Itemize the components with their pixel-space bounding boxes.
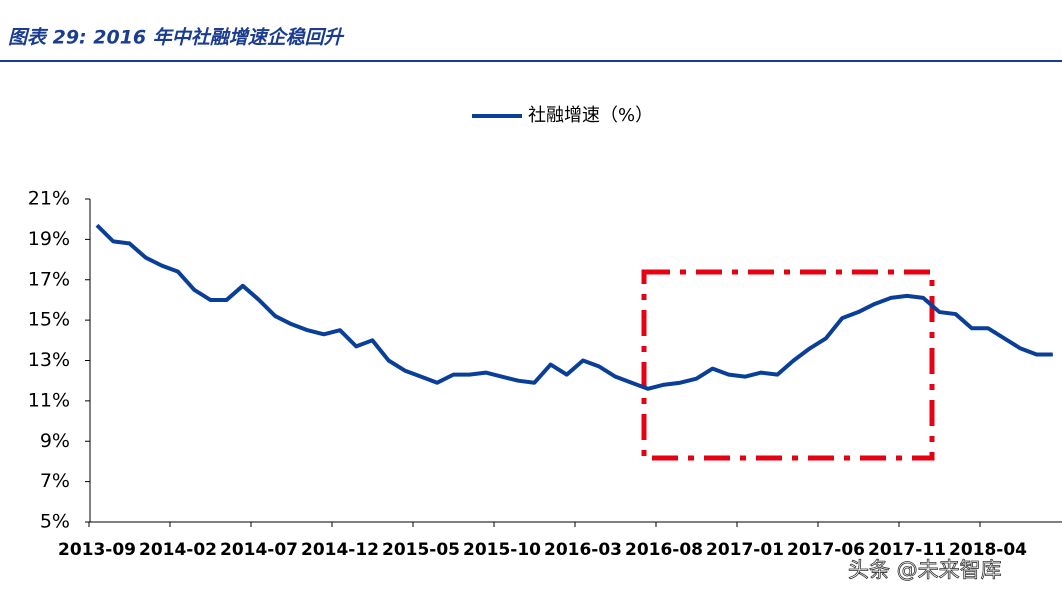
watermark: 头条 @未来智库 bbox=[848, 558, 1002, 582]
y-tick-label: 17% bbox=[28, 268, 70, 290]
y-tick-label: 19% bbox=[28, 228, 70, 250]
y-tick-label: 13% bbox=[28, 349, 70, 371]
y-tick-label: 7% bbox=[40, 470, 70, 492]
x-tick-label: 2017-01 bbox=[706, 540, 784, 560]
line bbox=[95, 223, 1053, 391]
x-tick-label: 2016-08 bbox=[625, 540, 703, 560]
x-tick-label: 2014-07 bbox=[220, 540, 298, 560]
x-tick-label: 2015-10 bbox=[463, 540, 541, 560]
x-tick-label: 2017-11 bbox=[868, 540, 946, 560]
y-tick-label: 21% bbox=[28, 188, 70, 210]
legend-label: 社融增速（%） bbox=[528, 105, 653, 126]
y-tick-label: 5% bbox=[40, 511, 70, 533]
x-tick-label: 2016-03 bbox=[544, 540, 622, 560]
y-tick-label: 11% bbox=[28, 389, 70, 411]
x-tick-label: 2014-12 bbox=[301, 540, 379, 560]
y-tick-label: 9% bbox=[40, 430, 70, 452]
y-tick-label: 15% bbox=[28, 309, 70, 331]
x-tick-label: 2013-09 bbox=[58, 540, 136, 560]
chart-title: 图表 29: 2016 年中社融增速企稳回升 bbox=[8, 27, 345, 49]
x-tick-label: 2018-04 bbox=[949, 540, 1027, 560]
highlight-box bbox=[641, 269, 935, 461]
x-tick-label: 2017-06 bbox=[787, 540, 865, 560]
x-tick-label: 2015-05 bbox=[382, 540, 460, 560]
x-tick-label: 2014-02 bbox=[139, 540, 217, 560]
